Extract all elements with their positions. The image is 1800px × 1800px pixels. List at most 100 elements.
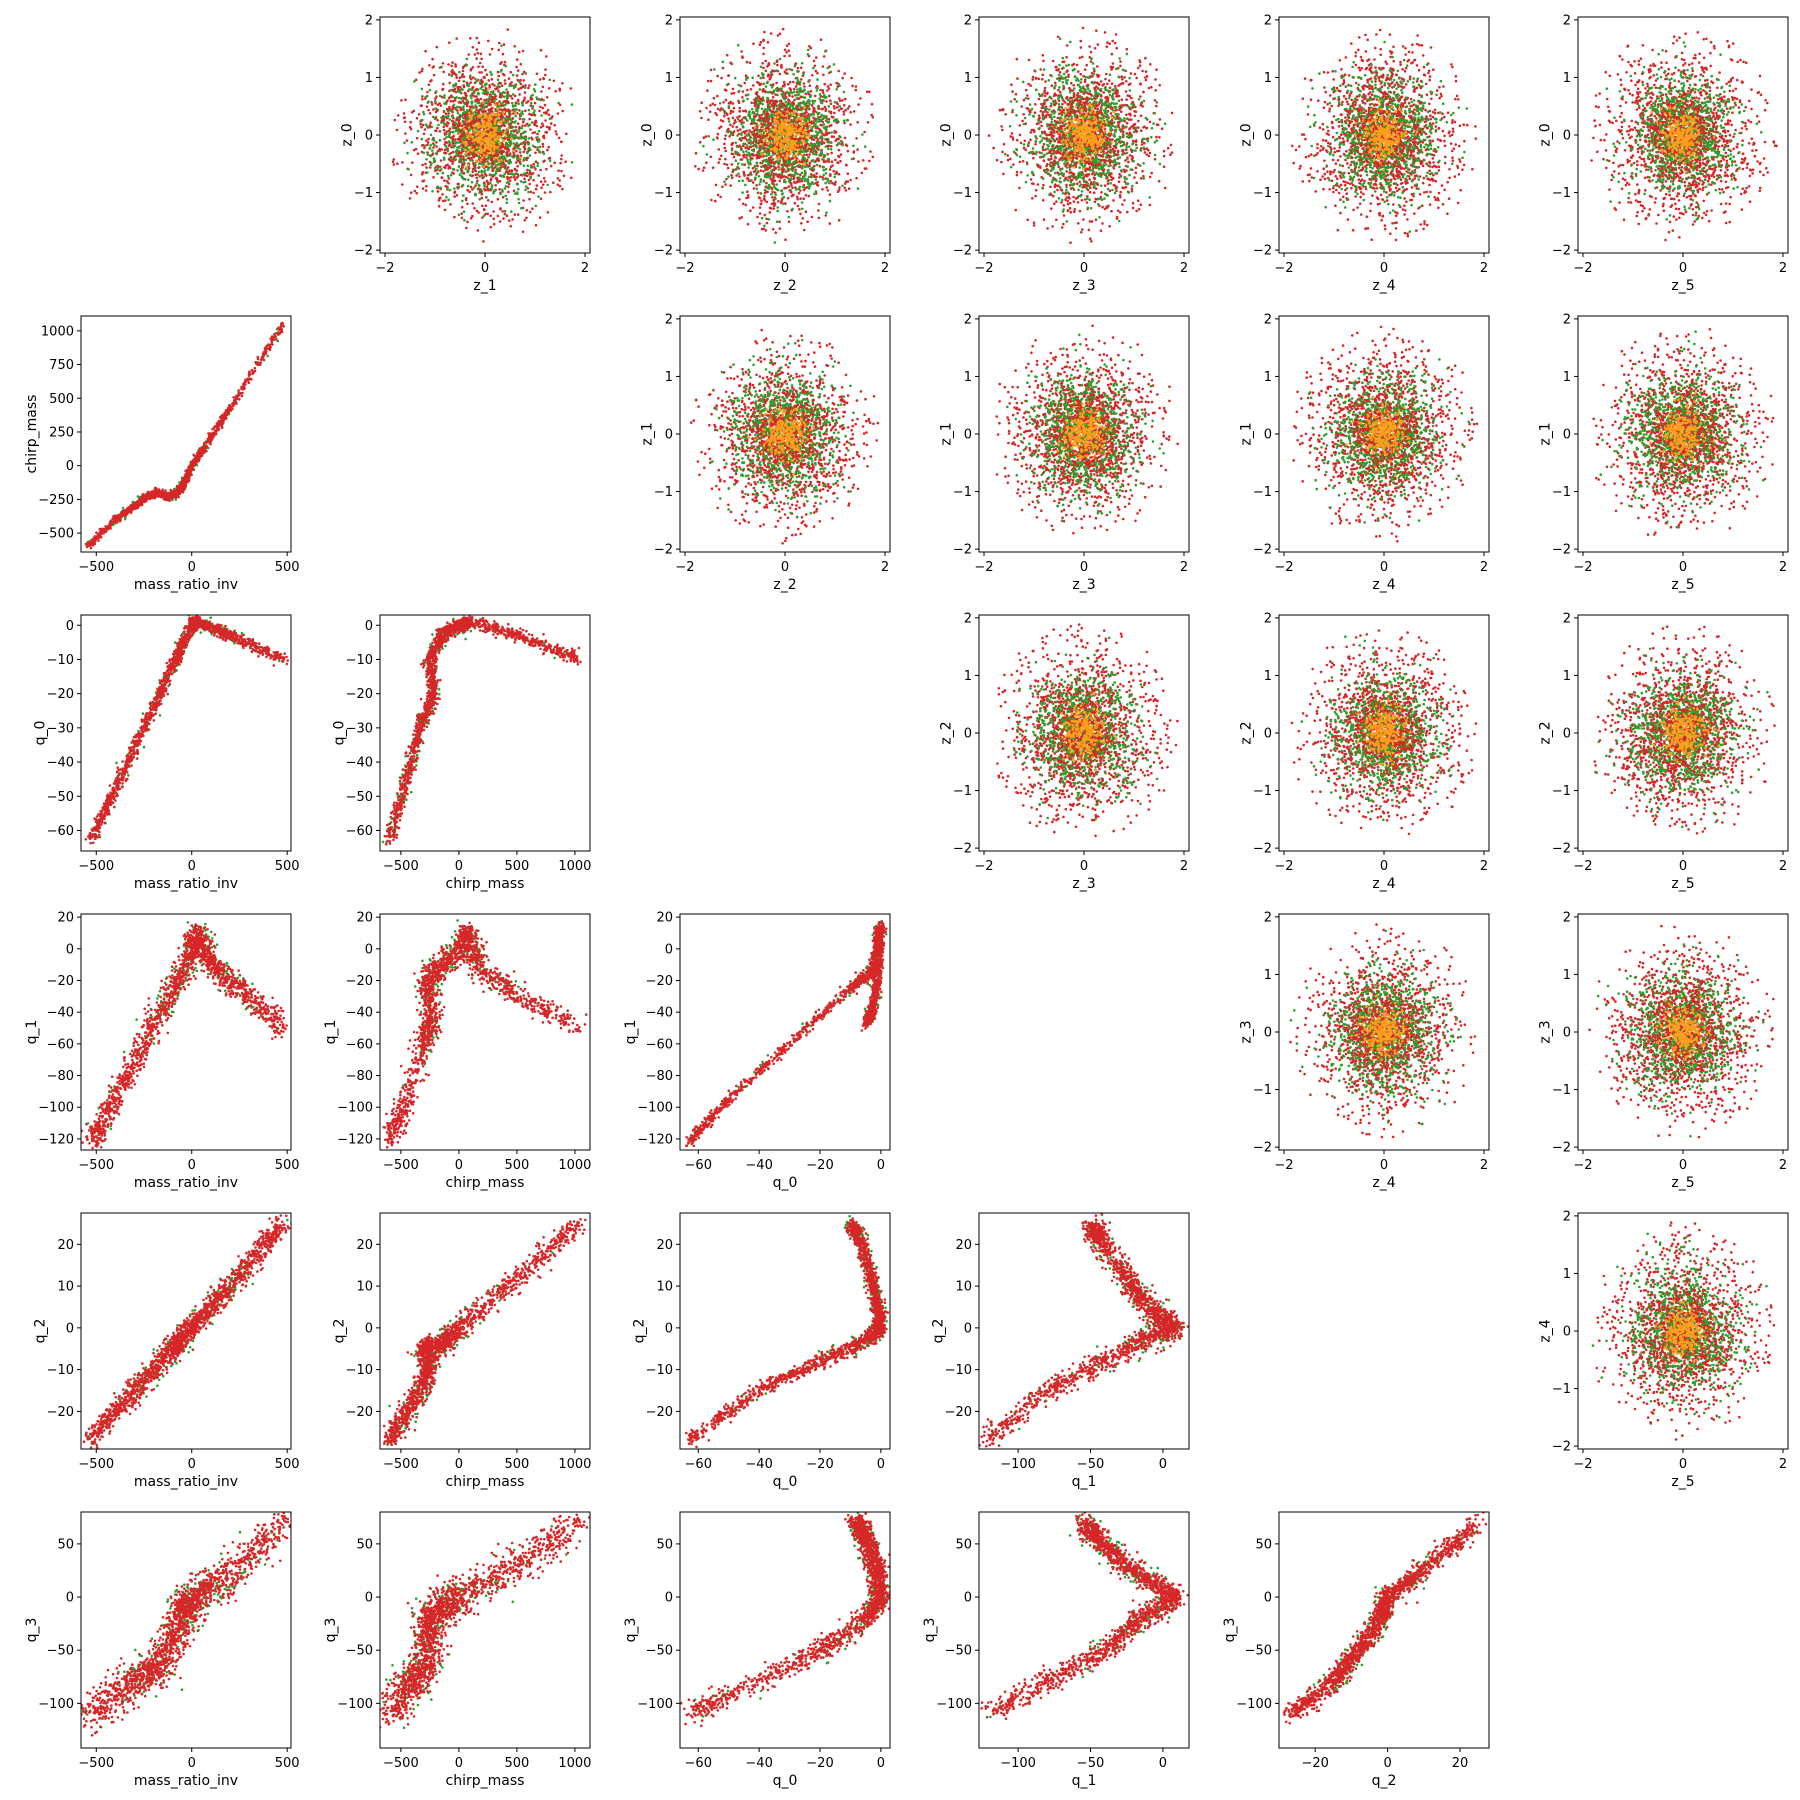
scatter-point bbox=[794, 202, 797, 205]
scatter-point bbox=[493, 84, 496, 87]
scatter-point bbox=[453, 90, 456, 93]
scatter-point bbox=[817, 106, 820, 109]
scatter-point bbox=[532, 179, 535, 182]
scatter-point bbox=[843, 119, 846, 122]
scatter-point bbox=[825, 214, 828, 217]
scatter-point bbox=[456, 106, 459, 109]
scatter-point bbox=[695, 152, 698, 155]
x-axis-label: z_1 bbox=[473, 278, 496, 294]
scatter-point bbox=[831, 160, 834, 163]
scatter-point bbox=[448, 177, 451, 180]
scatter-point bbox=[722, 108, 725, 111]
scatter-point bbox=[764, 147, 767, 150]
scatter-point bbox=[452, 151, 455, 154]
scatter-point bbox=[456, 194, 459, 197]
scatter-point bbox=[740, 132, 743, 135]
scatter-point bbox=[750, 102, 753, 105]
scatter-point bbox=[739, 110, 742, 113]
scatter-point bbox=[768, 172, 771, 175]
scatter-point bbox=[497, 49, 500, 52]
scatter-point bbox=[416, 137, 419, 140]
scatter-point bbox=[561, 188, 564, 191]
scatter-point bbox=[452, 138, 455, 141]
scatter-point bbox=[455, 82, 458, 85]
scatter-point bbox=[520, 174, 523, 177]
scatter-point bbox=[762, 165, 765, 168]
scatter-point bbox=[859, 97, 862, 100]
scatter-point bbox=[544, 119, 547, 122]
scatter-point bbox=[481, 150, 484, 153]
scatter-point bbox=[555, 130, 558, 133]
scatter-point bbox=[497, 163, 500, 166]
scatter-point bbox=[433, 157, 436, 160]
scatter-point bbox=[835, 131, 838, 134]
scatter-point bbox=[712, 138, 715, 141]
scatter-point bbox=[812, 116, 815, 119]
scatter-point bbox=[483, 131, 486, 134]
scatter-point bbox=[432, 152, 435, 155]
scatter-point bbox=[846, 119, 849, 122]
scatter-point bbox=[707, 135, 710, 138]
scatter-point bbox=[432, 116, 435, 119]
scatter-point bbox=[485, 87, 488, 90]
scatter-point bbox=[462, 80, 465, 83]
scatter-point bbox=[730, 110, 733, 113]
scatter-point bbox=[535, 96, 538, 99]
scatter-point bbox=[829, 200, 832, 203]
scatter-point bbox=[450, 174, 453, 177]
scatter-point bbox=[706, 89, 709, 92]
scatter-point bbox=[455, 130, 458, 133]
scatter-point bbox=[738, 175, 741, 178]
scatter-point bbox=[490, 179, 493, 182]
scatter-point bbox=[794, 171, 797, 174]
scatter-point bbox=[796, 198, 799, 201]
scatter-point bbox=[558, 179, 561, 182]
scatter-point bbox=[766, 65, 769, 68]
scatter-point bbox=[740, 216, 743, 219]
scatter-point bbox=[427, 138, 430, 141]
scatter-point bbox=[869, 150, 872, 153]
scatter-point bbox=[485, 196, 488, 199]
scatter-point bbox=[463, 133, 466, 136]
scatter-point bbox=[449, 100, 452, 103]
scatter-point bbox=[521, 125, 524, 128]
scatter-point bbox=[466, 221, 469, 224]
scatter-point bbox=[763, 228, 766, 231]
scatter-point bbox=[534, 152, 537, 155]
scatter-point bbox=[486, 160, 489, 163]
scatter-point bbox=[543, 152, 546, 155]
scatter-point bbox=[822, 166, 825, 169]
scatter-point bbox=[476, 180, 479, 183]
scatter-point bbox=[520, 180, 523, 183]
scatter-point bbox=[506, 97, 509, 100]
scatter-point bbox=[788, 55, 791, 58]
scatter-point bbox=[468, 112, 471, 115]
scatter-point bbox=[788, 49, 791, 52]
scatter-point bbox=[521, 104, 524, 107]
scatter-point bbox=[506, 117, 509, 120]
scatter-point bbox=[713, 97, 716, 100]
scatter-point bbox=[819, 99, 822, 102]
scatter-point bbox=[523, 172, 526, 175]
scatter-point bbox=[500, 45, 503, 48]
scatter-point bbox=[443, 96, 446, 99]
scatter-point bbox=[756, 81, 759, 84]
scatter-point bbox=[467, 185, 470, 188]
scatter-point bbox=[523, 165, 526, 168]
scatter-point bbox=[429, 121, 432, 124]
scatter-point bbox=[852, 145, 855, 148]
scatter-point bbox=[469, 159, 472, 162]
scatter-point bbox=[809, 129, 812, 132]
scatter-point bbox=[767, 41, 770, 44]
scatter-point bbox=[826, 139, 829, 142]
scatter-point bbox=[772, 125, 775, 128]
scatter-point bbox=[810, 114, 813, 117]
scatter-point bbox=[703, 166, 706, 169]
scatter-point bbox=[468, 126, 471, 129]
scatter-point bbox=[539, 151, 542, 154]
scatter-point bbox=[461, 123, 464, 126]
scatter-point bbox=[542, 107, 545, 110]
scatter-point bbox=[827, 85, 830, 88]
scatter-point bbox=[537, 140, 540, 143]
scatter-point bbox=[844, 137, 847, 140]
